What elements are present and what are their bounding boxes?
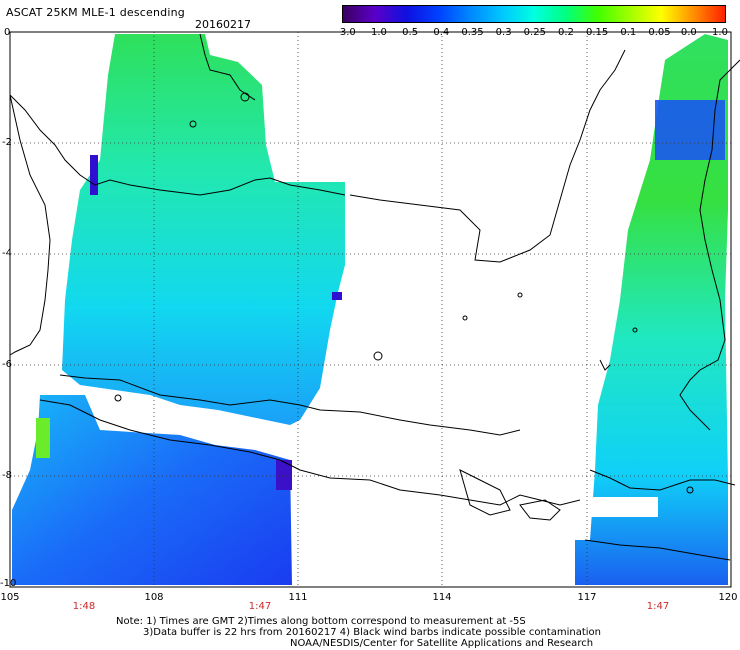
- map-title: ASCAT 25KM MLE-1 descending: [6, 6, 185, 19]
- swath-patch-green: [36, 418, 50, 458]
- colorbar-tick-label: -0.25: [520, 27, 546, 38]
- colorbar-tick-label: -0.4: [429, 27, 450, 38]
- graticule: [10, 32, 731, 587]
- lat-label-4: -4: [2, 248, 12, 259]
- lon-label-108: 108: [144, 592, 164, 603]
- lon-label-111: 111: [288, 592, 308, 603]
- swath-west-south: [12, 395, 292, 585]
- lat-label-10: -10: [0, 578, 17, 589]
- colorbar-tick-label: -0.05: [644, 27, 671, 38]
- swath-dark-strip: [90, 155, 98, 195]
- colorbar-tick-label: -0.5: [398, 27, 419, 38]
- colorbar-tick-label: -0.3: [492, 27, 512, 38]
- colorbar: [342, 5, 726, 23]
- swath-east: [575, 34, 728, 585]
- map-date: 20160217: [195, 18, 251, 31]
- colorbar-tick-label: -1.0: [367, 27, 387, 38]
- lat-label-6: -6: [2, 359, 12, 370]
- swath-west-main: [62, 34, 345, 425]
- colorbar-tick-label: -0.2: [554, 27, 574, 38]
- note-line-2: 3)Data buffer is 22 hrs from 20160217 4)…: [143, 627, 601, 638]
- lon-label-117: 117: [577, 592, 597, 603]
- lon-label-114: 114: [432, 592, 452, 603]
- lon-label-120: 120: [718, 592, 738, 603]
- swath-dark-dot: [332, 292, 342, 300]
- time-label-2: 1:47: [248, 601, 272, 612]
- note-line-1: Note: 1) Times are GMT 2)Times along bot…: [116, 616, 526, 627]
- swath-east-gap: [588, 497, 658, 517]
- islands: [114, 92, 694, 494]
- lat-label-0: 0: [4, 27, 11, 38]
- colorbar-tick-label: -3.0: [336, 27, 356, 38]
- colorbar-tick-label: -0.1: [616, 27, 637, 38]
- time-label-3: 1:47: [646, 601, 670, 612]
- colorbar-tick-label: 0.0: [680, 27, 697, 38]
- note-line-3: NOAA/NESDIS/Center for Satellite Applica…: [290, 638, 594, 649]
- colorbar-tick-label: -0.35: [457, 27, 484, 38]
- wind-swaths: [12, 34, 728, 585]
- colorbar-tick-label: -0.15: [582, 27, 609, 38]
- lat-label-8: -8: [2, 470, 12, 481]
- swath-patch-dark: [276, 460, 292, 490]
- lat-label-2: -2: [2, 137, 12, 148]
- swath-east-bluepatch: [655, 100, 725, 160]
- coastlines: [9, 33, 740, 561]
- lon-label-105: 105: [0, 592, 20, 603]
- time-label-1: 1:48: [72, 601, 96, 612]
- colorbar-tick-label: 1.0: [712, 27, 728, 38]
